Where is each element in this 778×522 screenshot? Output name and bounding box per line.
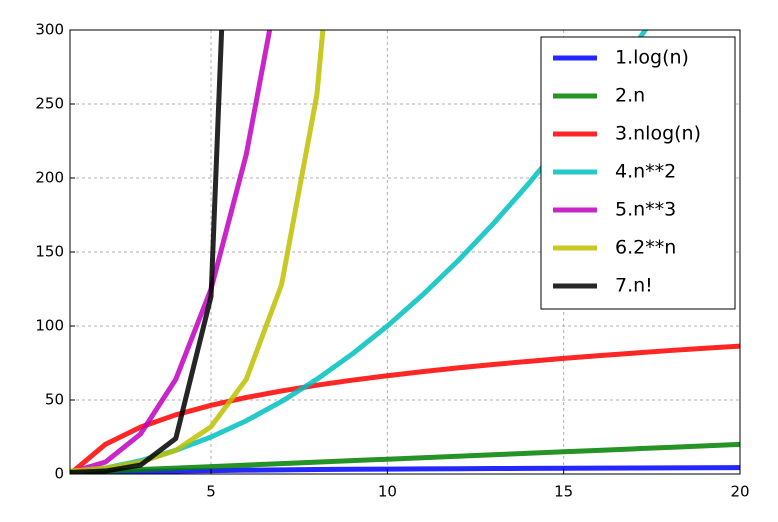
series-line: [70, 30, 225, 474]
series-line: [70, 465, 740, 474]
y-tick-label: 300: [35, 21, 64, 39]
legend-box: [540, 36, 736, 310]
ticks: 0 50 100 150 200 250 300 5 10 15 20: [35, 21, 749, 501]
x-tick-label: 10: [378, 483, 397, 501]
x-tick-label: 15: [554, 483, 573, 501]
series-line: [70, 441, 740, 474]
y-tick-label: 200: [35, 169, 64, 187]
y-tick-label: 250: [35, 95, 64, 113]
legend-label: 6.2**n: [615, 237, 676, 259]
x-tick-label: 5: [206, 483, 216, 501]
legend-label: 2.n: [615, 85, 645, 107]
y-tick-label: 100: [35, 317, 64, 335]
series-line: [70, 30, 273, 474]
legend-label: 3.nlog(n): [615, 123, 701, 145]
y-tick-label: 0: [54, 465, 64, 483]
legend: 1.log(n) 2.n 3.nlog(n) 4.n**2 5.n**3 6.2**n 7.…: [540, 36, 736, 310]
legend-label: 7.n!: [615, 275, 653, 297]
legend-label: 1.log(n): [615, 47, 689, 69]
legend-label: 4.n**2: [615, 161, 676, 183]
series-line: [70, 30, 326, 474]
y-tick-label: 50: [45, 391, 64, 409]
x-tick-label: 20: [730, 483, 749, 501]
y-tick-label: 150: [35, 243, 64, 261]
legend-label: 5.n**3: [615, 199, 676, 221]
